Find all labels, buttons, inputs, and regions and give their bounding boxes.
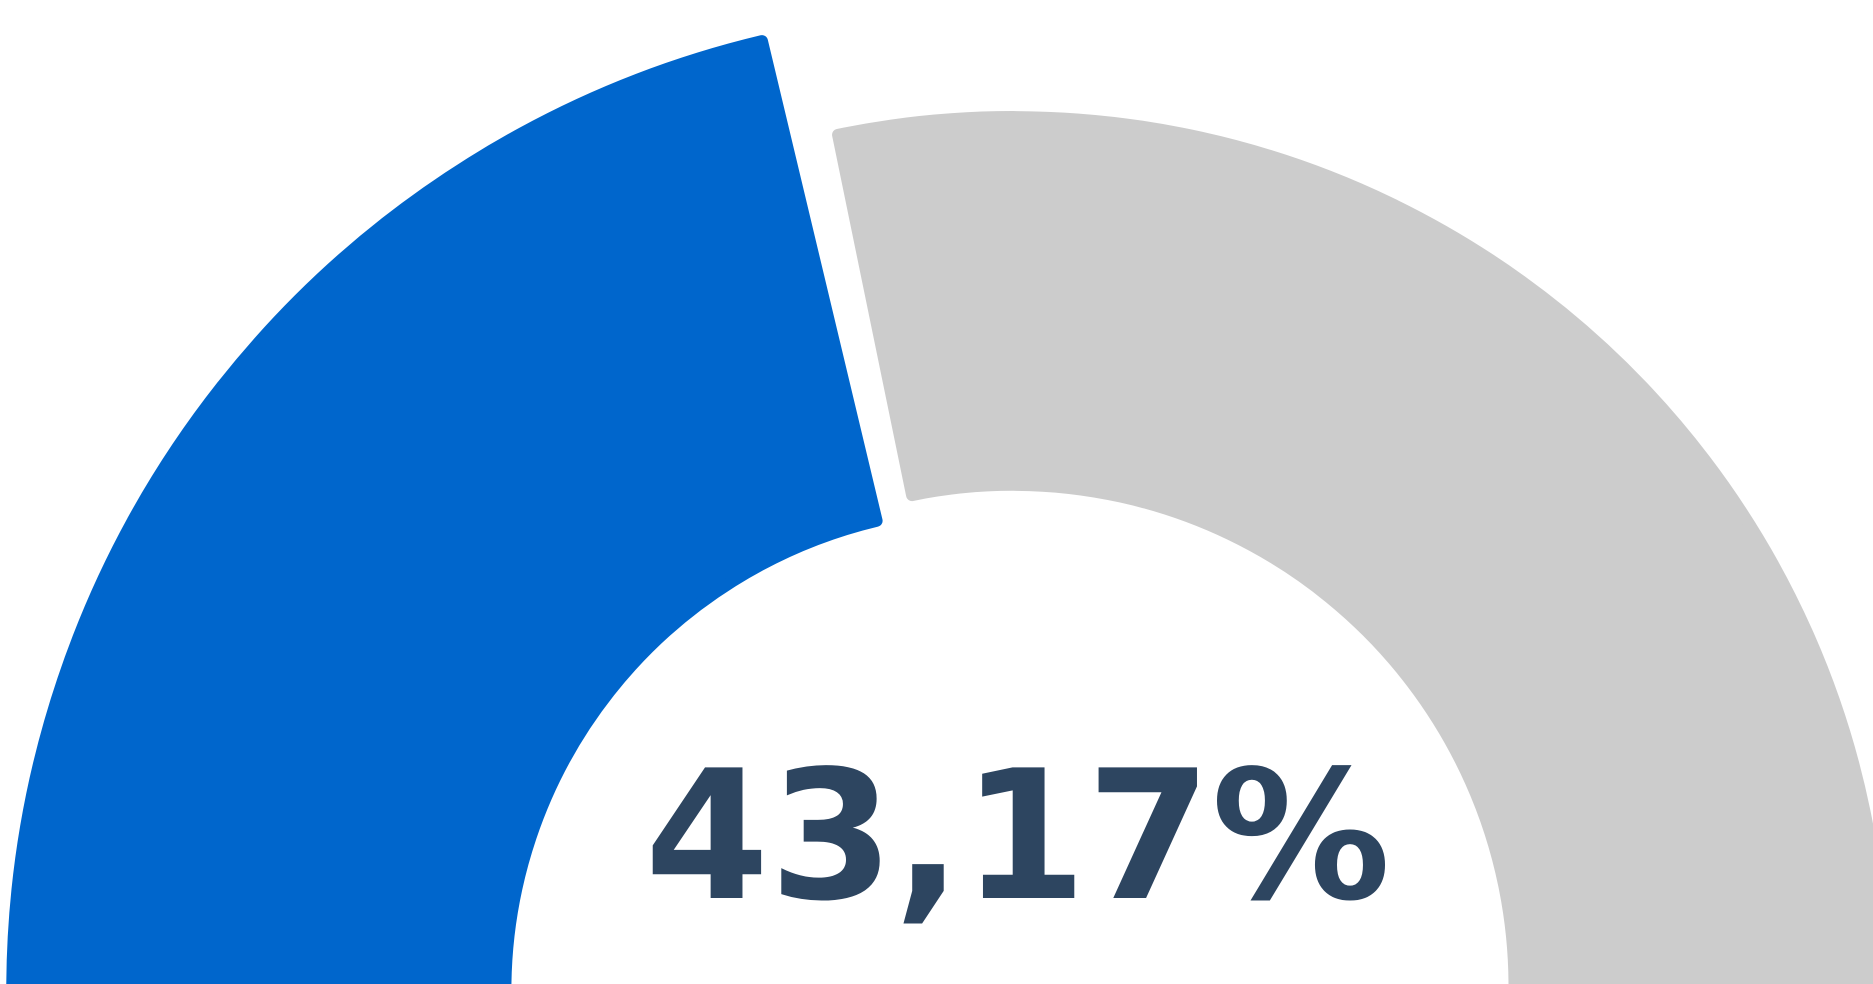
gauge-value	[6, 35, 883, 984]
gauge-track	[832, 111, 1873, 984]
value-label: 43,17%	[645, 733, 1391, 941]
gauge	[6, 35, 1873, 984]
